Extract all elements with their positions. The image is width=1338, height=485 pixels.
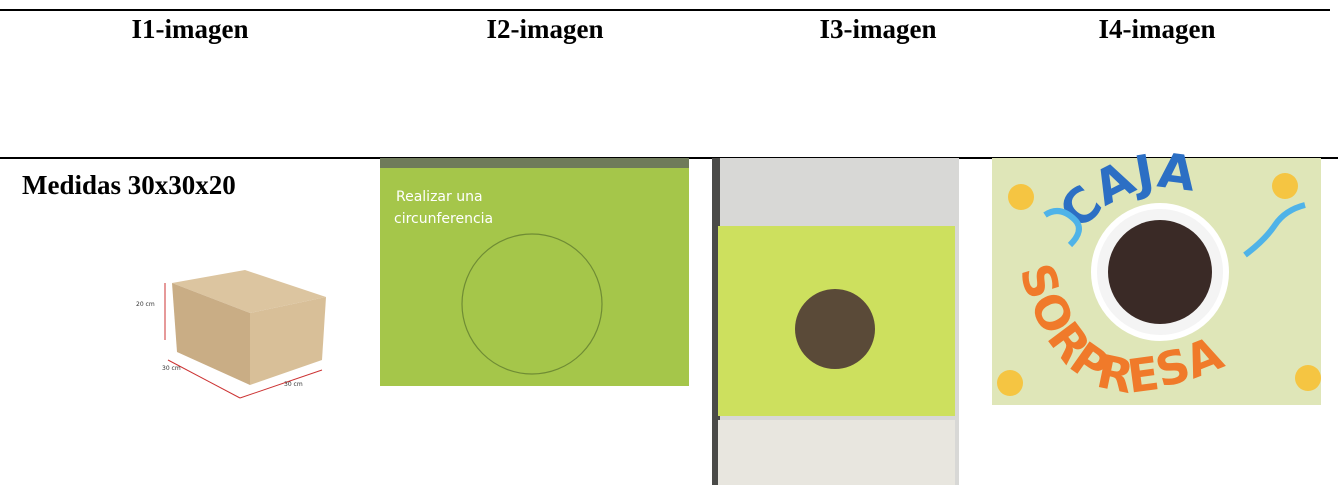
header-cell: I3-imagen <box>819 14 937 44</box>
decorated-box-image: CAJA SORPRESA <box>992 143 1321 405</box>
header-cell: I2-imagen <box>486 14 604 44</box>
dimension-label: 30 cm <box>284 381 303 388</box>
body-cell: Medidas 30x30x20 <box>22 170 236 200</box>
cut-board-image <box>712 158 959 485</box>
header-cell: I1-imagen <box>131 14 249 44</box>
top-rule <box>0 9 1330 11</box>
dimension-label: 20 cm <box>136 301 155 308</box>
caption: Realizar una <box>396 189 483 205</box>
header-cell: I4-imagen <box>1098 14 1216 44</box>
dimension-label: 30 cm <box>162 365 181 372</box>
caption: circunferencia <box>394 211 493 227</box>
box-image: 20 cm 30 cm 30 cm <box>136 270 326 399</box>
board-image: Realizar una circunferencia <box>380 158 689 386</box>
